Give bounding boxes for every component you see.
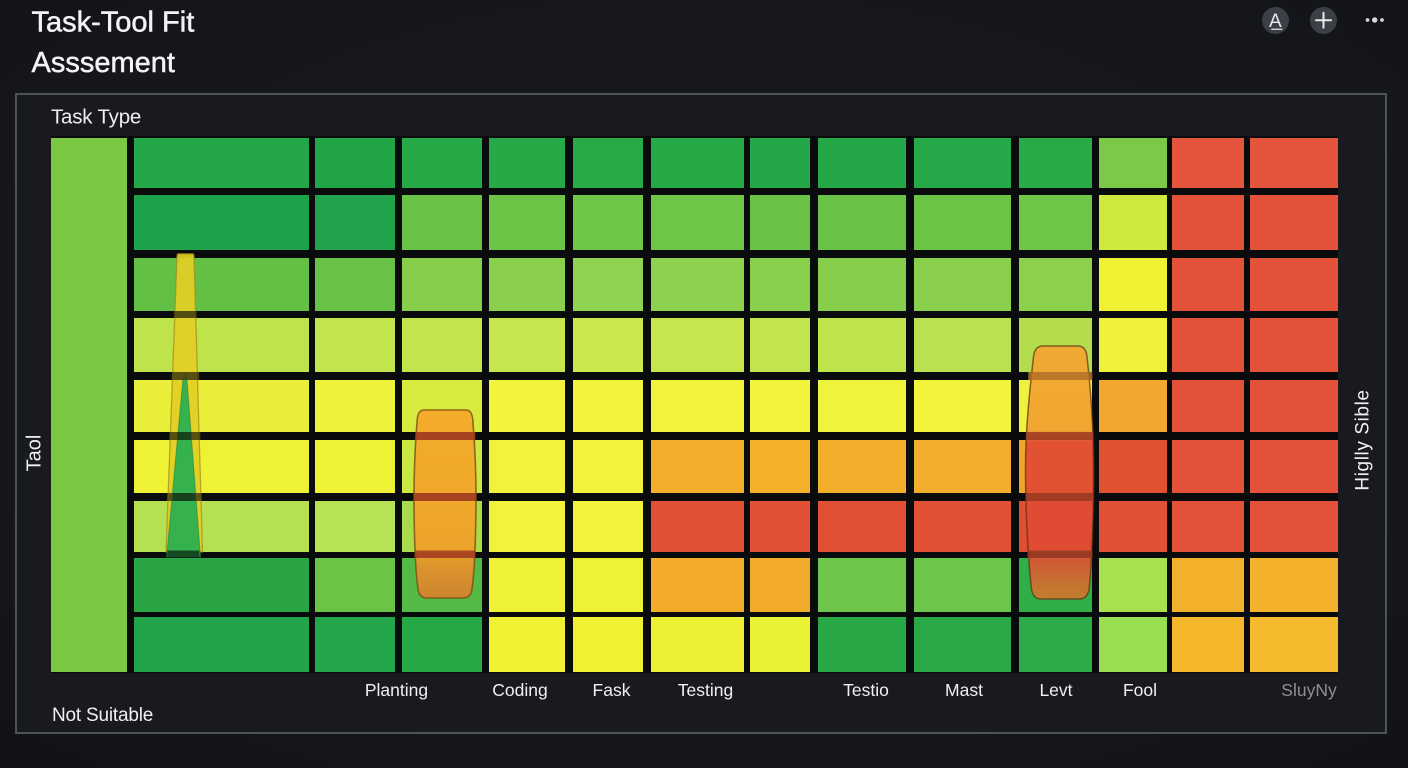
svg-text:Planting: Planting — [365, 680, 428, 700]
svg-text:Asssement: Asssement — [32, 47, 175, 79]
svg-text:Not Suitable: Not Suitable — [52, 705, 153, 726]
svg-text:Testing: Testing — [678, 680, 733, 700]
svg-text:Task-Tool Fit: Task-Tool Fit — [32, 7, 195, 39]
svg-text:Higlly Sible: Higlly Sible — [1353, 389, 1374, 490]
svg-text:SluyNy: SluyNy — [1281, 680, 1337, 700]
svg-text:Fool: Fool — [1123, 680, 1157, 700]
svg-text:A: A — [1269, 11, 1282, 32]
svg-text:Levt: Levt — [1039, 680, 1072, 700]
svg-text:Task Type: Task Type — [51, 106, 141, 129]
svg-text:Taol: Taol — [24, 435, 46, 472]
svg-text:Mast: Mast — [945, 680, 983, 700]
svg-text:Coding: Coding — [492, 680, 547, 700]
svg-text:Fask: Fask — [593, 680, 631, 700]
svg-text:Testio: Testio — [843, 680, 889, 700]
